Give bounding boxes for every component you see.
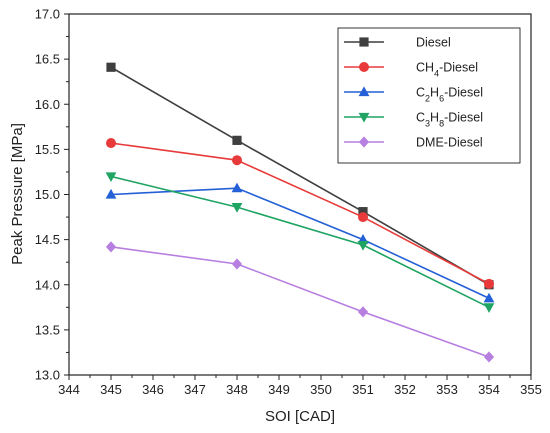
y-tick-label: 14.0 [35, 277, 60, 292]
legend-entry-dme-diesel: DME-Diesel [344, 136, 483, 150]
data-point-diesel [232, 135, 242, 145]
x-tick-label: 347 [184, 382, 206, 397]
data-point-ch4-diesel [358, 212, 368, 223]
data-point-ch4-diesel [106, 138, 116, 149]
y-tick-label: 13.5 [35, 322, 60, 337]
legend-label: Diesel [416, 36, 451, 50]
legend-marker [358, 136, 370, 148]
data-point-c2h6-diesel [105, 188, 117, 199]
legend-label: C2H6-Diesel [416, 86, 483, 104]
data-point-diesel [358, 207, 368, 217]
series-group [105, 62, 495, 363]
series-ch4-diesel [106, 138, 494, 289]
legend: Diesel CH4-Diesel C2H6-Diesel C3H8-Diesel DM… [337, 27, 521, 164]
legend-marker [358, 112, 370, 123]
legend-label: CH4-Diesel [416, 61, 478, 79]
data-point-dme-diesel [231, 258, 243, 270]
x-tick-label: 349 [268, 382, 290, 397]
data-point-c3h8-diesel [231, 203, 243, 213]
y-tick-label: 15.5 [35, 142, 60, 157]
data-point-c3h8-diesel [105, 172, 117, 183]
data-point-ch4-diesel [484, 278, 494, 289]
data-point-diesel [106, 62, 116, 72]
y-tick-label: 15.0 [35, 187, 60, 202]
series-c2h6-diesel [105, 182, 495, 303]
series-line-c2h6-diesel [110, 187, 490, 300]
x-tick-label: 355 [520, 382, 542, 397]
x-tick-label: 348 [226, 382, 248, 397]
x-tick-label: 344 [58, 382, 80, 397]
series-line-c3h8-diesel [110, 175, 490, 309]
series-c3h8-diesel [105, 172, 495, 313]
legend-label: DME-Diesel [416, 136, 483, 150]
x-tick-label: 350 [310, 382, 332, 397]
series-line-ch4-diesel [110, 142, 490, 285]
data-point-dme-diesel [105, 241, 117, 253]
legend-marker [359, 62, 369, 72]
legend-label: C3H8-Diesel [416, 111, 483, 129]
data-point-c3h8-diesel [483, 303, 495, 313]
data-point-dme-diesel [357, 306, 369, 318]
x-tick-label: 345 [100, 382, 122, 397]
data-point-c2h6-diesel [231, 182, 243, 193]
data-point-ch4-diesel [232, 155, 242, 166]
y-tick-label: 17.0 [35, 7, 60, 22]
x-axis-title: SOI [CAD] [265, 408, 335, 425]
x-tick-label: 346 [142, 382, 164, 397]
data-point-c2h6-diesel [483, 292, 495, 303]
data-point-dme-diesel [483, 351, 495, 363]
y-axis-title: Peak Pressure [MPa] [9, 123, 26, 265]
legend-marker [359, 37, 369, 47]
series-line-diesel [110, 66, 490, 286]
y-tick-label: 16.0 [35, 97, 60, 112]
x-tick-label: 354 [478, 382, 500, 397]
legend-entry-diesel: Diesel [344, 36, 451, 50]
y-tick-label: 13.0 [35, 368, 60, 383]
series-dme-diesel [105, 241, 495, 363]
y-tick-label: 16.5 [35, 52, 60, 67]
y-tick-label: 14.5 [35, 232, 60, 247]
x-tick-label: 353 [436, 382, 458, 397]
x-tick-label: 352 [394, 382, 416, 397]
legend-entry-ch4-diesel: CH4-Diesel [344, 61, 478, 79]
legend-entry-c3h8-diesel: C3H8-Diesel [344, 111, 483, 129]
legend-marker [358, 86, 370, 97]
legend-entry-c2h6-diesel: C2H6-Diesel [344, 86, 483, 104]
x-tick-label: 351 [352, 382, 374, 397]
axis-ticks: 344 345 346 347 348 349 350 351 352 353 354 355 13.0… [35, 7, 542, 398]
data-point-c3h8-diesel [357, 240, 369, 251]
series-line-dme-diesel [110, 246, 490, 358]
